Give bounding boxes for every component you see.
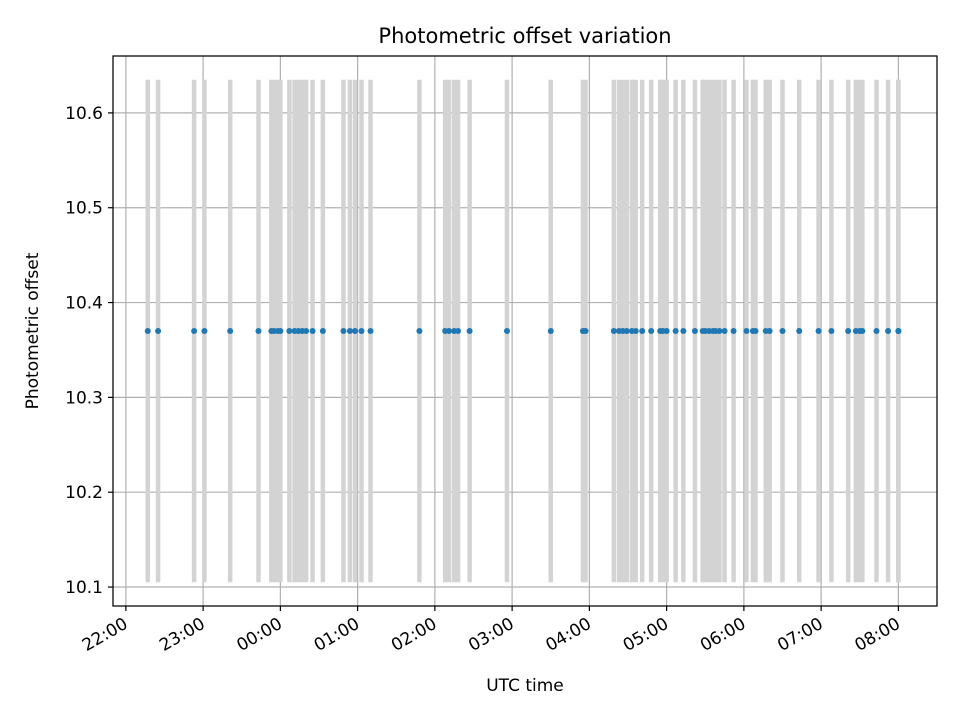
y-tick-label: 10.2: [65, 483, 103, 503]
data-point: [721, 328, 728, 334]
data-point: [859, 328, 866, 334]
data-point: [691, 328, 698, 334]
plot-frame: [112, 55, 938, 607]
data-point: [340, 328, 347, 334]
data-point: [352, 328, 359, 334]
data-point: [632, 328, 639, 334]
data-point: [155, 328, 162, 334]
data-point: [779, 328, 786, 334]
data-point: [639, 328, 646, 334]
data-point: [716, 328, 723, 334]
data-point: [255, 328, 262, 334]
data-point: [610, 328, 617, 334]
data-point: [885, 328, 892, 334]
x-axis-title: UTC time: [486, 676, 564, 696]
data-point: [766, 328, 773, 334]
data-point: [358, 328, 365, 334]
data-point: [752, 328, 759, 334]
data-point: [815, 328, 822, 334]
y-tick-label: 10.3: [65, 388, 103, 408]
data-point: [582, 328, 589, 334]
y-tick-label: 10.4: [65, 294, 103, 314]
data-point: [648, 328, 655, 334]
data-point: [503, 328, 510, 334]
data-point: [319, 328, 326, 334]
data-point: [547, 328, 554, 334]
y-tick-label: 10.5: [65, 199, 103, 219]
data-point: [623, 328, 630, 334]
data-point: [416, 328, 423, 334]
data-point: [227, 328, 234, 334]
data-point: [303, 328, 310, 334]
data-point: [828, 328, 835, 334]
data-point: [730, 328, 737, 334]
data-point: [680, 328, 687, 334]
data-point: [796, 328, 803, 334]
data-point: [466, 328, 473, 334]
data-point: [346, 328, 353, 334]
data-point: [743, 328, 750, 334]
data-point: [446, 328, 453, 334]
data-point: [277, 328, 284, 334]
data-point: [455, 328, 462, 334]
data-point: [367, 328, 374, 334]
data-point: [191, 328, 198, 334]
data-point: [144, 328, 151, 334]
point-layer: [144, 328, 902, 334]
data-point: [201, 328, 208, 334]
data-point: [286, 328, 293, 334]
data-point: [663, 328, 670, 334]
y-axis-title: Photometric offset: [23, 252, 43, 409]
chart-title: Photometric offset variation: [378, 24, 671, 48]
plot-area-background: [113, 56, 937, 606]
data-point: [895, 328, 902, 334]
data-point: [309, 328, 316, 334]
y-tick-label: 10.1: [65, 578, 103, 598]
y-tick-label: 10.6: [65, 104, 103, 124]
data-point: [873, 328, 880, 334]
data-point: [672, 328, 679, 334]
data-point: [845, 328, 852, 334]
